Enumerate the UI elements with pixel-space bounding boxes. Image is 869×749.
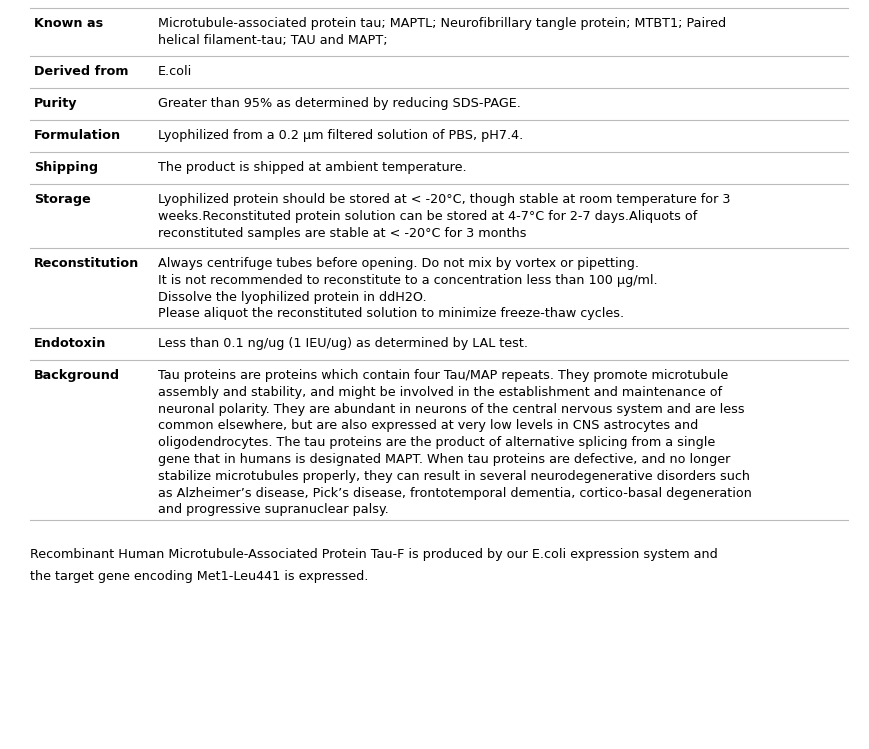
Text: Shipping: Shipping bbox=[34, 161, 98, 174]
Text: Endotoxin: Endotoxin bbox=[34, 337, 106, 350]
Text: Reconstitution: Reconstitution bbox=[34, 257, 139, 270]
Text: The product is shipped at ambient temperature.: The product is shipped at ambient temper… bbox=[158, 161, 466, 174]
Text: Greater than 95% as determined by reducing SDS-PAGE.: Greater than 95% as determined by reduci… bbox=[158, 97, 521, 110]
Text: Recombinant Human Microtubule-Associated Protein Tau-F is produced by our E.coli: Recombinant Human Microtubule-Associated… bbox=[30, 548, 717, 583]
Text: Lyophilized protein should be stored at < -20°C, though stable at room temperatu: Lyophilized protein should be stored at … bbox=[158, 193, 730, 240]
Text: Derived from: Derived from bbox=[34, 65, 129, 78]
Text: Always centrifuge tubes before opening. Do not mix by vortex or pipetting.
It is: Always centrifuge tubes before opening. … bbox=[158, 257, 657, 321]
Text: Background: Background bbox=[34, 369, 120, 382]
Text: Microtubule-associated protein tau; MAPTL; Neurofibrillary tangle protein; MTBT1: Microtubule-associated protein tau; MAPT… bbox=[158, 17, 726, 46]
Text: Formulation: Formulation bbox=[34, 129, 121, 142]
Text: Storage: Storage bbox=[34, 193, 90, 206]
Text: Known as: Known as bbox=[34, 17, 103, 30]
Text: Purity: Purity bbox=[34, 97, 77, 110]
Text: Tau proteins are proteins which contain four Tau/MAP repeats. They promote micro: Tau proteins are proteins which contain … bbox=[158, 369, 751, 516]
Text: Less than 0.1 ng/ug (1 IEU/ug) as determined by LAL test.: Less than 0.1 ng/ug (1 IEU/ug) as determ… bbox=[158, 337, 527, 350]
Text: Lyophilized from a 0.2 μm filtered solution of PBS, pH7.4.: Lyophilized from a 0.2 μm filtered solut… bbox=[158, 129, 522, 142]
Text: E.coli: E.coli bbox=[158, 65, 192, 78]
